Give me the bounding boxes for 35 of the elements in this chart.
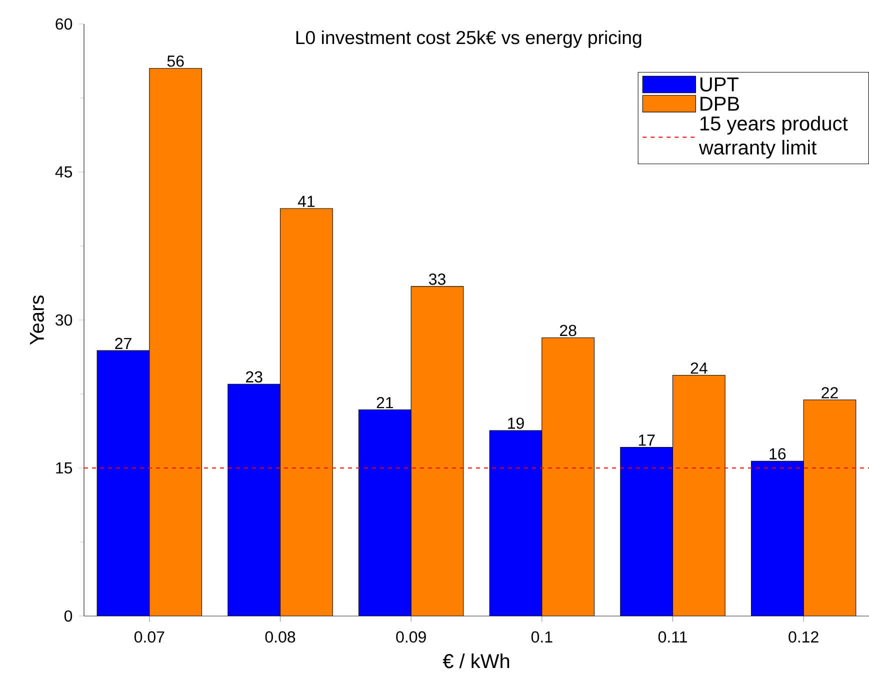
data-label: 41 — [298, 196, 315, 207]
data-label: 56 — [167, 55, 184, 67]
data-label: 24 — [690, 362, 708, 374]
x-axis-title: € / kWh — [442, 654, 510, 668]
data-label: 16 — [770, 448, 786, 460]
y-tick-label: 60 — [56, 18, 72, 30]
x-tick-label: 0.08 — [265, 631, 296, 643]
data-label: 33 — [428, 274, 446, 285]
x-tick-label: 0.11 — [658, 631, 687, 643]
bar — [542, 338, 594, 616]
legend-label: DPB — [700, 96, 739, 111]
y-tick-label: 15 — [56, 462, 72, 474]
x-tick-label: 0.1 — [531, 631, 552, 643]
y-tick-label: 0 — [64, 610, 72, 622]
x-tick-label: 0.12 — [788, 631, 818, 643]
y-tick-label: 30 — [56, 314, 72, 326]
x-tick-label: 0.07 — [134, 631, 164, 643]
data-label: 27 — [115, 338, 132, 349]
legend-label: 15 years product warranty limit — [698, 116, 848, 159]
bar — [672, 375, 726, 616]
y-axis-title: Years — [30, 296, 44, 345]
data-label: 21 — [376, 397, 394, 408]
data-label: 17 — [638, 434, 655, 446]
data-label: 19 — [508, 418, 524, 429]
legend-label: UPT — [700, 78, 738, 92]
data-label: 22 — [822, 387, 838, 398]
x-tick-label: 0.09 — [396, 631, 426, 643]
bar — [411, 286, 464, 616]
data-label: 28 — [560, 324, 576, 336]
y-tick-label: 45 — [55, 166, 72, 178]
chart-title: L0 investment cost 25k€ vs energy pricing — [296, 30, 642, 48]
data-label: 23 — [246, 371, 262, 383]
bar — [149, 68, 202, 616]
bar — [803, 400, 856, 616]
bar — [280, 208, 333, 616]
